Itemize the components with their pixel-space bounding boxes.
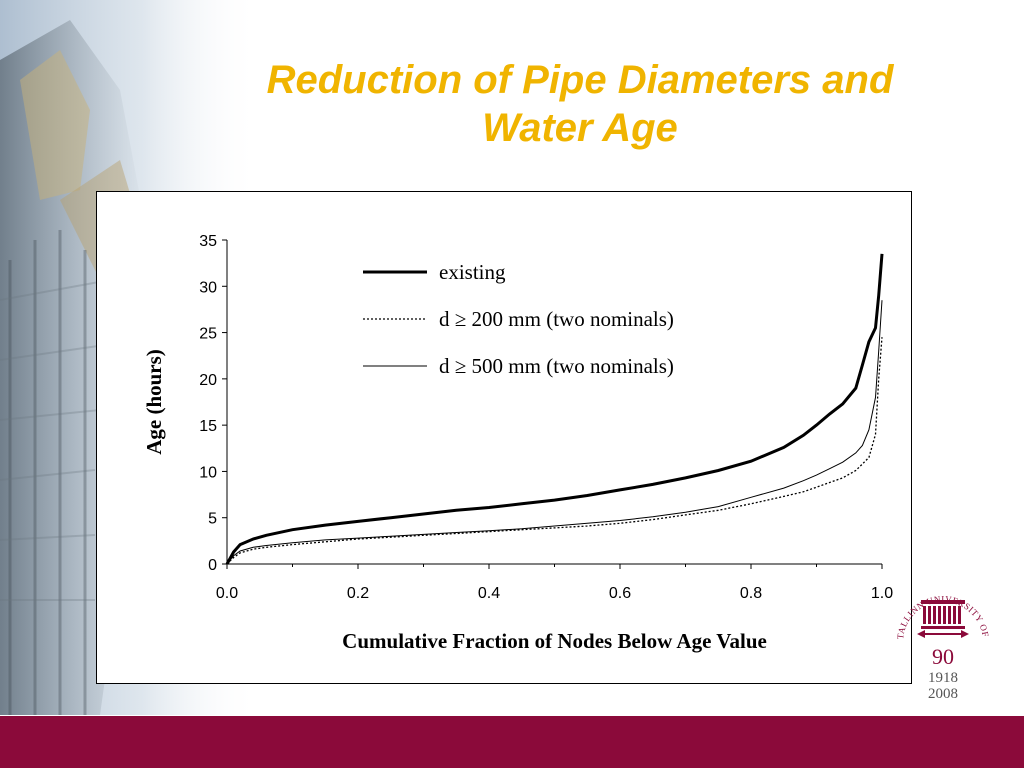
legend-label-1: existing (439, 260, 506, 284)
slide-title: Reduction of Pipe Diameters and Water Ag… (200, 56, 960, 152)
series-line-3 (226, 300, 883, 565)
x-tick-label: 0.6 (609, 585, 631, 602)
series-line-2 (226, 337, 883, 565)
logo-building-icon (917, 600, 969, 638)
y-tick-label: 35 (199, 233, 217, 250)
x-axis-title: Cumulative Fraction of Nodes Below Age V… (342, 629, 767, 653)
slide-title-line-1: Reduction of Pipe Diameters and (266, 58, 894, 102)
x-tick-label: 0.4 (478, 585, 500, 602)
y-tick-label: 30 (199, 279, 217, 296)
legend-label-3: d ≥ 500 mm (two nominals) (439, 354, 674, 378)
university-logo: TALLINN UNIVERSITY OF TECHNOLOGY 90 1918… (895, 572, 991, 702)
y-tick-label: 0 (208, 557, 217, 574)
logo-number: 90 (932, 644, 954, 669)
logo-ring-text: TALLINN UNIVERSITY OF TECHNOLOGY (895, 572, 990, 640)
plot-area: 0 5 10 15 20 25 30 35 0.0 0.2 0.4 0.6 0.8 1.0 Cumulati… (142, 233, 893, 653)
y-axis-title: Age (hours) (142, 349, 166, 455)
y-tick-label: 10 (199, 464, 217, 481)
x-tick-label: 0.2 (347, 585, 369, 602)
chart-frame: 0 5 10 15 20 25 30 35 0.0 0.2 0.4 0.6 0.8 1.0 Cumulati… (96, 191, 912, 684)
legend-label-2: d ≥ 200 mm (two nominals) (439, 307, 674, 331)
x-tick-label: 0.8 (740, 585, 762, 602)
age-chart: 0 5 10 15 20 25 30 35 0.0 0.2 0.4 0.6 0.8 1.0 Cumulati… (142, 233, 893, 653)
footer-band (0, 716, 1024, 768)
y-tick-label: 5 (208, 511, 217, 528)
slide-title-line-2: Water Age (482, 106, 678, 150)
y-tick-label: 15 (199, 418, 217, 435)
y-tick-label: 20 (199, 372, 217, 389)
series-line-1 (225, 253, 884, 565)
logo-year-start: 1918 (928, 670, 958, 686)
logo-year-end: 2008 (928, 686, 958, 702)
y-tick-label: 25 (199, 326, 217, 343)
x-tick-label: 0.0 (216, 585, 238, 602)
x-tick-label: 1.0 (871, 585, 893, 602)
svg-text:TALLINN UNIVERSITY OF TECHNOLO: TALLINN UNIVERSITY OF TECHNOLOGY (895, 572, 991, 640)
